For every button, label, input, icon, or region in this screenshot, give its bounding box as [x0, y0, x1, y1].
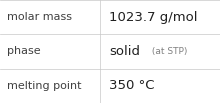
Text: 350 °C: 350 °C [109, 79, 154, 92]
Text: melting point: melting point [7, 81, 81, 91]
Text: 1023.7 g/mol: 1023.7 g/mol [109, 11, 197, 24]
Text: solid: solid [109, 45, 140, 58]
Text: phase: phase [7, 46, 40, 57]
Text: molar mass: molar mass [7, 12, 72, 22]
Text: (at STP): (at STP) [149, 47, 187, 56]
